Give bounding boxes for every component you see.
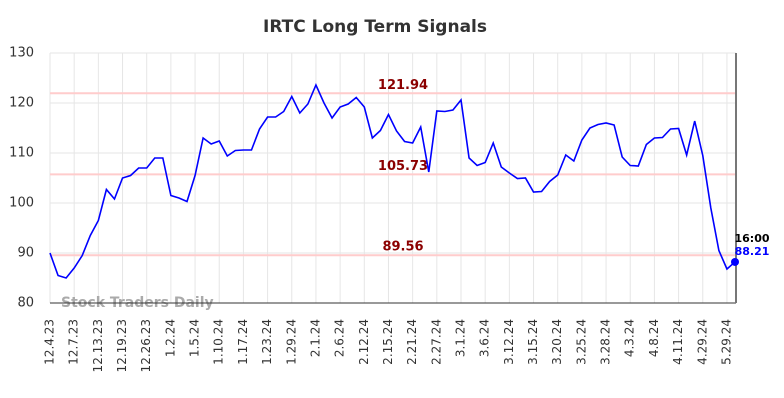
x-tick-label: 3.6.24 [478,319,492,357]
y-tick-label: 130 [9,46,34,61]
x-tick-label: 2.1.24 [308,319,322,357]
x-tick-label: 3.25.24 [574,319,588,365]
x-tick-label: 1.23.24 [260,319,274,365]
x-tick-label: 12.19.23 [115,319,129,372]
x-tick-label: 3.12.24 [502,319,516,365]
x-tick-label: 4.3.24 [623,319,637,357]
x-tick-label: 3.20.24 [550,319,564,365]
last-point [731,257,739,266]
x-tick-label: 2.21.24 [405,319,419,365]
reference-label: 105.73 [378,159,428,174]
x-tick-label: 2.27.24 [429,319,443,365]
x-tick-label: 2.6.24 [333,319,347,357]
last-value: 88.21 [735,245,770,258]
y-tick-label: 120 [9,96,34,111]
y-tick-label: 110 [9,146,34,161]
chart-title: IRTC Long Term Signals [263,17,487,37]
x-tick-label: 1.5.24 [188,319,202,357]
y-tick-label: 80 [17,296,34,311]
x-tick-label: 5.29.24 [719,319,733,365]
reference-label: 121.94 [378,78,428,93]
x-tick-label: 1.17.24 [236,319,250,365]
y-tick-label: 100 [9,196,34,211]
x-tick-label: 1.2.24 [163,319,177,357]
x-tick-label: 3.15.24 [526,319,540,365]
x-tick-label: 3.1.24 [454,319,468,357]
x-tick-label: 4.29.24 [695,319,709,365]
x-tick-label: 12.4.23 [43,319,57,365]
reference-label: 89.56 [382,240,423,255]
price-line [49,82,736,279]
x-tick-label: 12.13.23 [91,319,105,372]
last-time: 16:00 [734,232,769,245]
x-tick-label: 1.29.24 [284,319,298,365]
x-tick-label: 2.15.24 [381,319,395,365]
x-tick-label: 1.10.24 [212,319,226,365]
x-tick-label: 12.7.23 [67,319,81,365]
y-tick-label: 90 [17,246,34,261]
x-tick-label: 2.12.24 [357,319,371,365]
x-tick-label: 12.26.23 [139,319,153,372]
x-tick-label: 3.28.24 [599,319,613,365]
x-tick-label: 4.8.24 [647,319,661,357]
x-tick-label: 4.11.24 [671,319,685,365]
